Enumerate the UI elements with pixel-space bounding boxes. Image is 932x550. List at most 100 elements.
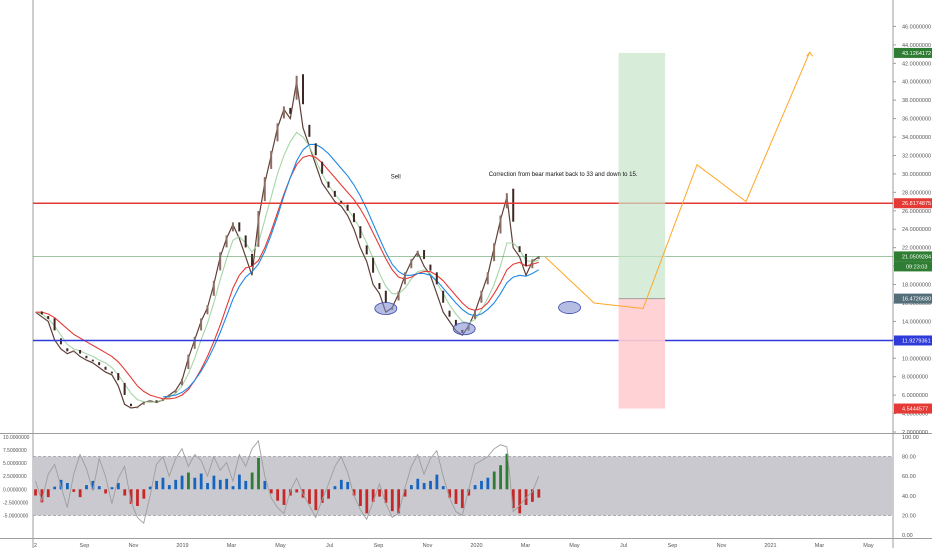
- histogram-bar: [359, 489, 362, 506]
- horizontal-line-tag: [894, 251, 932, 262]
- histogram-bar: [218, 479, 222, 490]
- price-candle: [346, 204, 349, 211]
- histogram-bar: [174, 479, 178, 490]
- slow-ma-series: [162, 143, 539, 398]
- histogram-bar: [518, 489, 522, 514]
- histogram-bar: [422, 482, 426, 490]
- histogram-bar: [346, 481, 350, 490]
- time-tick-label: Mar: [521, 543, 531, 549]
- histogram-bar: [435, 474, 439, 490]
- main-plot: Sell Correction from bear market back to …: [33, 51, 893, 409]
- histogram-bar: [460, 489, 464, 509]
- price-candle: [531, 259, 534, 269]
- price-candle: [365, 245, 368, 255]
- price-candle: [302, 74, 305, 105]
- price-candle: [117, 373, 120, 381]
- highlight-ellipse: [374, 302, 398, 315]
- histogram-bar: [231, 486, 235, 490]
- target-zone: [618, 52, 666, 299]
- stop-tag: [894, 403, 932, 414]
- histogram-bar: [486, 477, 490, 490]
- histogram-bar: [59, 479, 63, 490]
- price-candle: [442, 290, 445, 303]
- histogram-bar: [339, 479, 343, 490]
- entry-label: 16.4726680: [902, 297, 931, 303]
- price-candle: [448, 310, 451, 317]
- price-candle: [384, 290, 387, 303]
- price-candle: [168, 394, 171, 398]
- price-candle: [251, 253, 254, 266]
- highlight-ellipse: [558, 301, 581, 314]
- histogram-bar: [187, 472, 190, 490]
- histogram-bar: [104, 489, 108, 494]
- price-candle: [359, 226, 362, 239]
- price-candle: [340, 200, 343, 204]
- price-tick-label: 42.0000000: [902, 61, 931, 67]
- price-candle: [91, 359, 94, 362]
- price-candle: [161, 399, 164, 402]
- highlight-ellipse: [452, 322, 476, 336]
- price-tick-label: 18.0000000: [902, 283, 931, 289]
- price-candle: [474, 309, 477, 319]
- histogram-bar: [308, 489, 311, 504]
- price-candle: [155, 400, 158, 402]
- time-tick-label: 2019: [176, 543, 188, 549]
- price-candle: [499, 215, 502, 234]
- oscillator-left-tick: 0.0000000: [3, 487, 27, 493]
- price-candle: [130, 403, 133, 407]
- time-axis: 2 Sep Nov 2019 Mar May Jul Sep Nov 2020 Mar May Jul S…: [34, 543, 874, 549]
- price-candle: [410, 259, 413, 269]
- histogram-bar: [199, 473, 203, 490]
- time-tick-label: Mar: [227, 543, 237, 549]
- price-candle: [123, 382, 126, 395]
- histogram-bar: [116, 482, 120, 490]
- histogram-bar: [314, 489, 318, 511]
- histogram-bar: [295, 489, 299, 493]
- histogram-bar: [333, 486, 337, 490]
- time-tick-label: Nov: [129, 543, 139, 549]
- price-tick-label: 30.0000000: [902, 172, 931, 178]
- price-candle: [66, 348, 69, 352]
- price-candle: [486, 272, 489, 285]
- target-tag: [894, 47, 932, 58]
- price-tick-label: 10.0000000: [902, 356, 931, 362]
- fast-ma-series: [35, 131, 539, 404]
- price-candle: [187, 354, 190, 370]
- price-candle: [308, 124, 311, 137]
- projection-arrowhead: [806, 51, 814, 57]
- price-candle: [270, 150, 273, 169]
- price-candle: [416, 250, 419, 257]
- price-candle: [79, 349, 82, 354]
- countdown-tag: [894, 261, 932, 272]
- price-candle: [512, 188, 515, 222]
- price-tick-label: 6.0000000: [902, 393, 928, 399]
- price-candle: [423, 250, 426, 260]
- price-candle: [327, 181, 330, 188]
- price-candle: [142, 401, 145, 405]
- price-candle: [352, 213, 355, 223]
- time-tick-label: 2: [34, 543, 37, 549]
- price-candle: [378, 283, 381, 290]
- time-tick-label: May: [569, 543, 580, 549]
- histogram-bar: [123, 489, 127, 496]
- histogram-bar: [511, 489, 515, 509]
- oscillator-right-tick: 100.00: [902, 435, 919, 441]
- histogram-bar: [193, 477, 197, 490]
- price-candle: [429, 264, 432, 271]
- time-tick-label: 2020: [470, 543, 482, 549]
- price-candle: [59, 338, 62, 345]
- price-candle: [238, 222, 241, 232]
- price-tick-label: 16.0000000: [902, 301, 931, 307]
- entry-tag: [894, 293, 932, 304]
- histogram-bar: [40, 489, 44, 503]
- time-tick-label: May: [275, 543, 286, 549]
- price-tick-label: 40.0000000: [902, 80, 931, 86]
- histogram-bar: [473, 485, 477, 490]
- price-candle: [98, 362, 101, 366]
- annotation-text: Sell: [391, 175, 401, 181]
- price-candle: [72, 350, 75, 353]
- oscillator-plot: [33, 439, 893, 525]
- histogram-bar: [524, 489, 528, 505]
- price-candle: [518, 246, 521, 253]
- price-candle: [40, 311, 43, 315]
